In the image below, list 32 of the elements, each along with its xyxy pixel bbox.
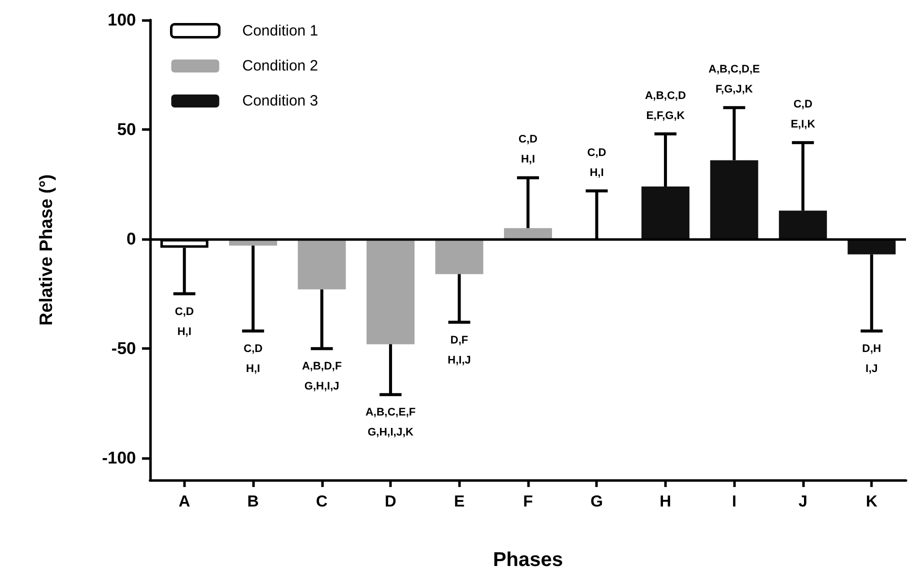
annotation: A,B,C,D E,F,G,K xyxy=(644,90,686,122)
annotation: C,D H,I xyxy=(518,134,538,166)
y-tick-label: 100 xyxy=(108,10,136,30)
x-tick-label: E xyxy=(454,494,465,510)
annotation: A,B,C,E,F G,H,I,J,K xyxy=(365,406,416,439)
annotation: C,D H,I xyxy=(244,343,263,376)
y-tick-label: -50 xyxy=(111,339,136,358)
x-axis-title: Phases xyxy=(492,549,564,571)
x-tick-label: B xyxy=(247,494,259,510)
y-tick-label: 50 xyxy=(117,120,136,140)
legend-label: Condition 1 xyxy=(242,22,318,40)
y-tick-label: -100 xyxy=(102,448,136,468)
legend-label: Condition 3 xyxy=(242,92,318,110)
x-tick-label: D xyxy=(384,494,396,510)
x-tick-label: H xyxy=(660,494,672,510)
annotation: A,B,C,D,E F,G,J,K xyxy=(708,64,760,96)
annotation: D,H I,J xyxy=(862,343,882,376)
annotation: C,D H,I xyxy=(174,306,194,338)
x-tick-label: I xyxy=(732,494,736,510)
annotation: A,B,D,F G,H,I,J xyxy=(302,360,342,393)
x-tick-label: C xyxy=(316,494,328,510)
x-tick-label: F xyxy=(523,494,534,510)
annotation: C,D E,I,K xyxy=(790,98,816,131)
annotation: D,F H,I,J xyxy=(448,334,471,366)
y-axis-title: Relative Phase (°) xyxy=(36,174,56,326)
legend-label: Condition 2 xyxy=(242,58,318,74)
annotation: C,D H,I xyxy=(587,146,606,179)
x-tick-label: A xyxy=(178,494,191,510)
x-tick-label: K xyxy=(866,494,878,510)
x-tick-label: J xyxy=(798,494,808,510)
x-tick-label: G xyxy=(590,494,603,510)
y-tick-label: 0 xyxy=(126,230,136,249)
